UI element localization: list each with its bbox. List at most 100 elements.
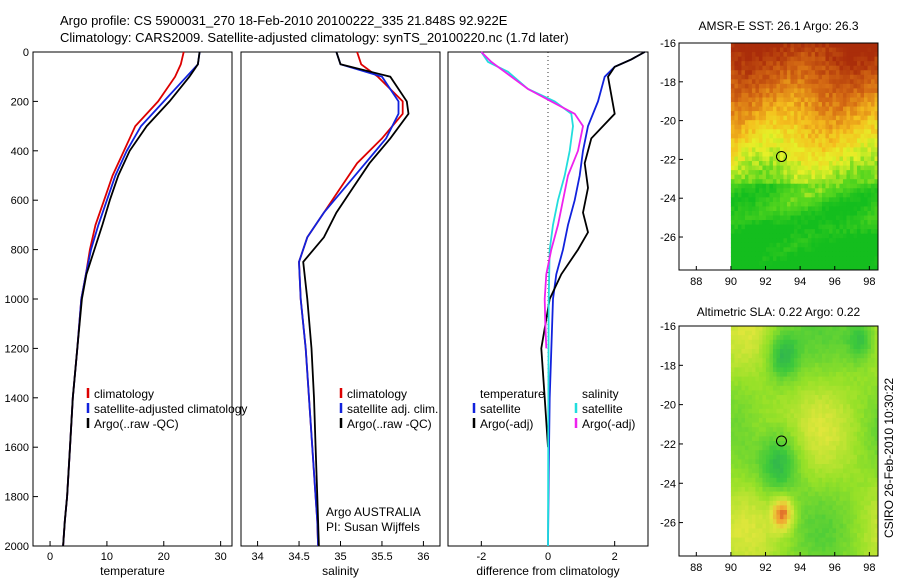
heatmap-cell: [748, 133, 753, 139]
heatmap-cell: [860, 413, 865, 419]
heatmap-cell: [846, 215, 851, 221]
heatmap-cell: [825, 242, 830, 248]
heatmap-cell: [825, 88, 830, 94]
heatmap-cell: [825, 206, 830, 212]
heatmap-cell: [821, 349, 826, 355]
heatmap-cell: [853, 344, 858, 350]
heatmap-cell: [846, 43, 851, 49]
heatmap-cell: [853, 192, 858, 198]
heatmap-cell: [814, 179, 819, 185]
heatmap-cell: [730, 408, 735, 414]
heatmap-cell: [734, 537, 739, 543]
heatmap-cell: [797, 528, 802, 534]
heatmap-cell: [783, 431, 788, 437]
heatmap-cell: [779, 83, 784, 89]
heatmap-cell: [842, 390, 847, 396]
heatmap-cell: [832, 519, 837, 525]
heatmap-cell: [730, 454, 735, 460]
heatmap-cell: [776, 161, 781, 167]
heatmap-cell: [846, 70, 851, 76]
heatmap-cell: [755, 408, 760, 414]
heatmap-cell: [737, 61, 742, 67]
heatmap-cell: [842, 367, 847, 373]
heatmap-cell: [863, 500, 868, 506]
heatmap-cell: [751, 358, 756, 364]
heatmap-cell: [807, 65, 812, 71]
heatmap-cell: [779, 170, 784, 176]
heatmap-cell: [860, 170, 865, 176]
heatmap-cell: [797, 431, 802, 437]
heatmap-cell: [874, 441, 879, 447]
heatmap-cell: [867, 238, 872, 244]
heatmap-cell: [825, 496, 830, 502]
heatmap-cell: [863, 74, 868, 80]
heatmap-cell: [821, 170, 826, 176]
heatmap-cell: [737, 65, 742, 71]
heatmap-cell: [762, 514, 767, 520]
heatmap-cell: [863, 399, 868, 405]
heatmap-cell: [779, 129, 784, 135]
heatmap-cell: [842, 156, 847, 162]
heatmap-cell: [741, 514, 746, 520]
heatmap-cell: [842, 381, 847, 387]
heatmap-cell: [755, 47, 760, 53]
heatmap-cell: [867, 65, 872, 71]
heatmap-cell: [744, 477, 749, 483]
heatmap-cell: [856, 450, 861, 456]
heatmap-cell: [871, 505, 875, 511]
heatmap-cell: [832, 473, 837, 479]
heatmap-cell: [758, 238, 763, 244]
heatmap-cell: [804, 151, 809, 157]
heatmap-cell: [797, 224, 802, 230]
heatmap-cell: [769, 260, 774, 266]
heatmap-cell: [871, 349, 875, 355]
heatmap-cell: [786, 353, 791, 359]
heatmap-cell: [849, 97, 854, 103]
heatmap-cell: [793, 418, 798, 424]
heatmap-cell: [755, 528, 760, 534]
heatmap-cell: [814, 92, 819, 98]
heatmap-cell: [871, 47, 875, 53]
heatmap-cell: [730, 500, 735, 506]
heatmap-cell: [874, 533, 879, 539]
heatmap-cell: [748, 404, 753, 410]
heatmap-cell: [762, 197, 767, 203]
heatmap-cell: [755, 79, 760, 85]
heatmap-cell: [804, 459, 809, 465]
heatmap-cell: [807, 436, 812, 442]
heatmap-cell: [730, 418, 735, 424]
heatmap-cell: [786, 74, 791, 80]
heatmap-cell: [762, 510, 767, 516]
heatmap-cell: [758, 43, 763, 49]
heatmap-cell: [744, 129, 749, 135]
heatmap-cell: [811, 97, 816, 103]
heatmap-cell: [737, 330, 742, 336]
heatmap-cell: [871, 56, 875, 62]
heatmap-cell: [853, 418, 858, 424]
heatmap-cell: [807, 56, 812, 62]
heatmap-cell: [797, 510, 802, 516]
heatmap-cell: [737, 133, 742, 139]
heatmap-cell: [772, 201, 777, 207]
heatmap-cell: [765, 229, 770, 235]
heatmap-cell: [825, 450, 830, 456]
heatmap-cell: [835, 441, 840, 447]
heatmap-cell: [779, 161, 784, 167]
heatmap-cell: [832, 395, 837, 401]
heatmap-cell: [765, 422, 770, 428]
heatmap-cell: [797, 362, 802, 368]
heatmap-cell: [741, 147, 746, 153]
heatmap-cell: [804, 206, 809, 212]
heatmap-cell: [779, 436, 784, 442]
heatmap-cell: [849, 129, 854, 135]
heatmap-cell: [825, 385, 830, 391]
heatmap-cell: [783, 206, 788, 212]
heatmap-cell: [874, 74, 879, 80]
heatmap-cell: [849, 390, 854, 396]
heatmap-cell: [748, 83, 753, 89]
heatmap-cell: [751, 52, 756, 58]
heatmap-cell: [863, 395, 868, 401]
heatmap-cell: [751, 92, 756, 98]
heatmap-cell: [839, 129, 844, 135]
heatmap-cell: [800, 514, 805, 520]
